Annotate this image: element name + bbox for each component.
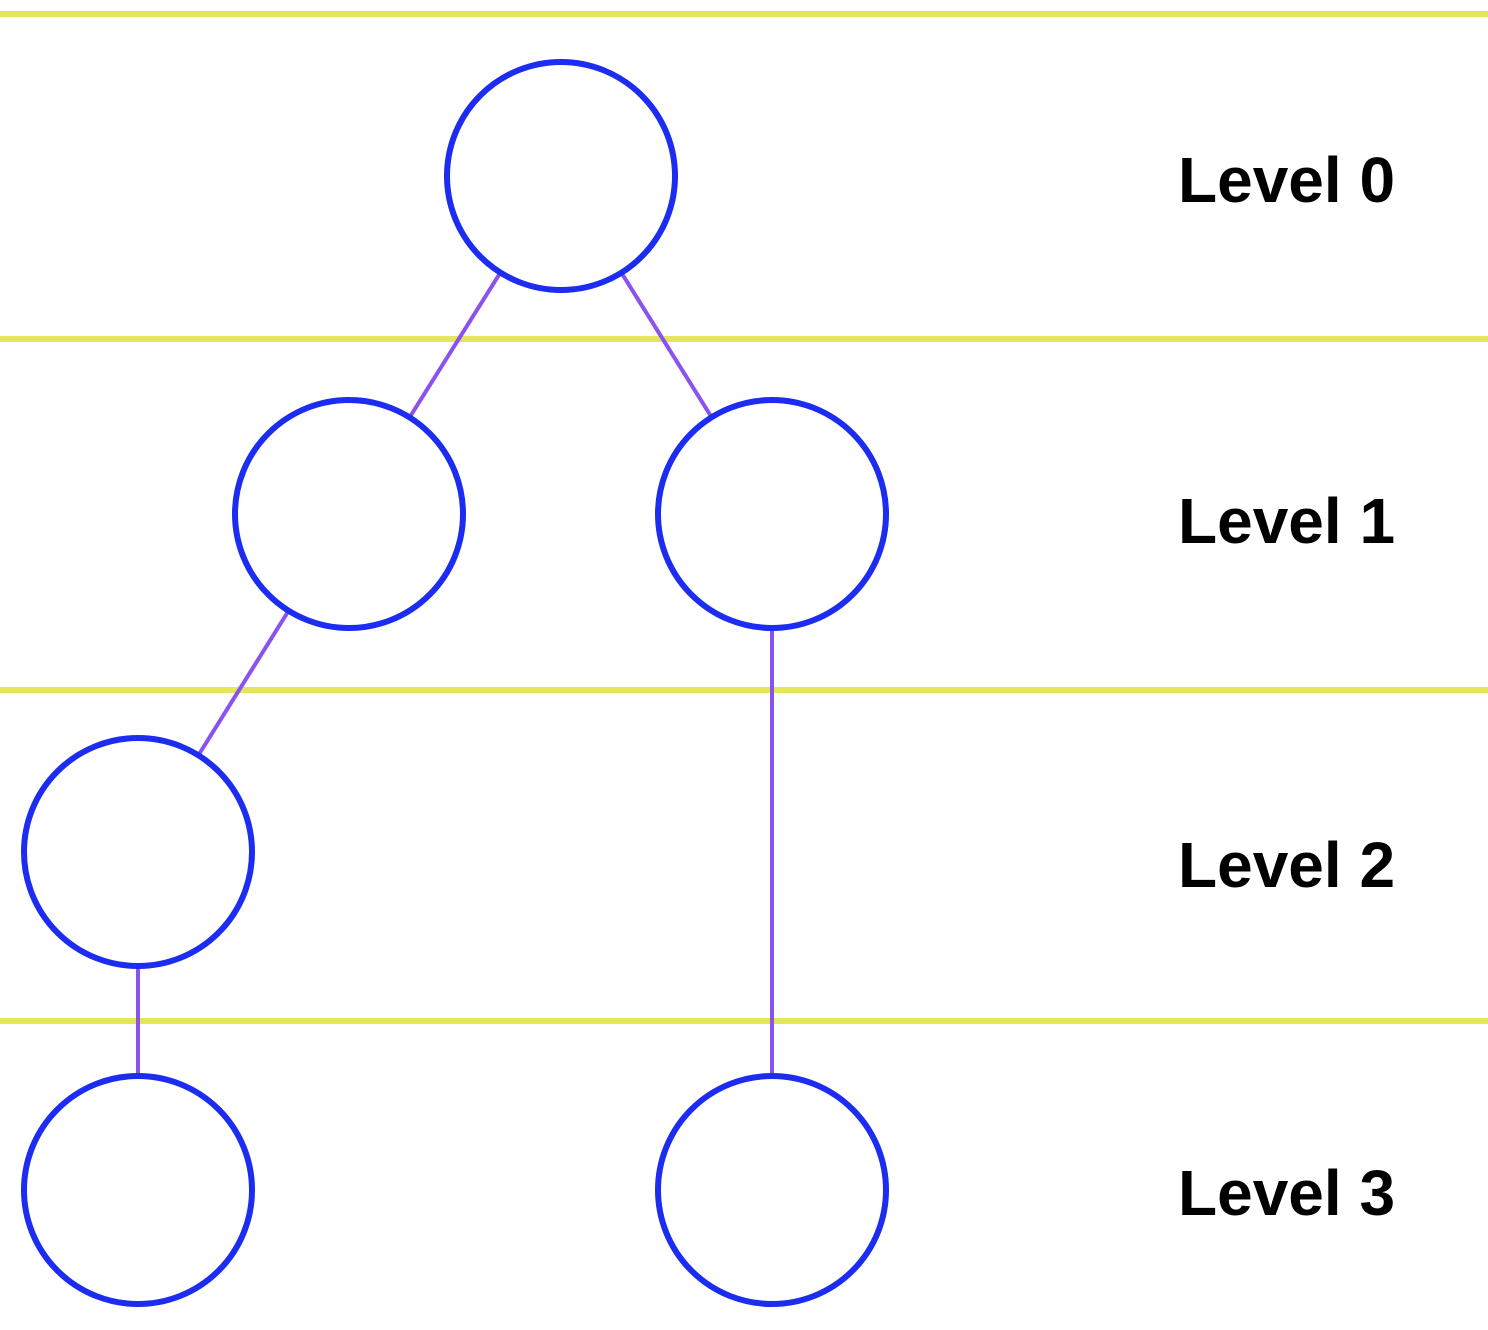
level-labels: Level 0 Level 1 Level 2 Level 3 [1178, 144, 1395, 1229]
tree-node-level-1-n1a [232, 397, 466, 631]
tree-nodes [21, 59, 889, 1307]
tree-node-level-2-n2a [21, 735, 255, 969]
level-3-label: Level 3 [1178, 1157, 1395, 1229]
level-0-label: Level 0 [1178, 144, 1395, 216]
level-separators [0, 11, 1488, 1024]
tree-node-level-1-n1b [655, 397, 889, 631]
tree-node-level-0-n0 [444, 59, 678, 293]
tree-node-level-3-n3a [21, 1073, 255, 1307]
tree-node-level-3-n3b [655, 1073, 889, 1307]
level-2-label: Level 2 [1178, 829, 1395, 901]
tree-edges [136, 174, 774, 1190]
level-1-label: Level 1 [1178, 485, 1395, 557]
